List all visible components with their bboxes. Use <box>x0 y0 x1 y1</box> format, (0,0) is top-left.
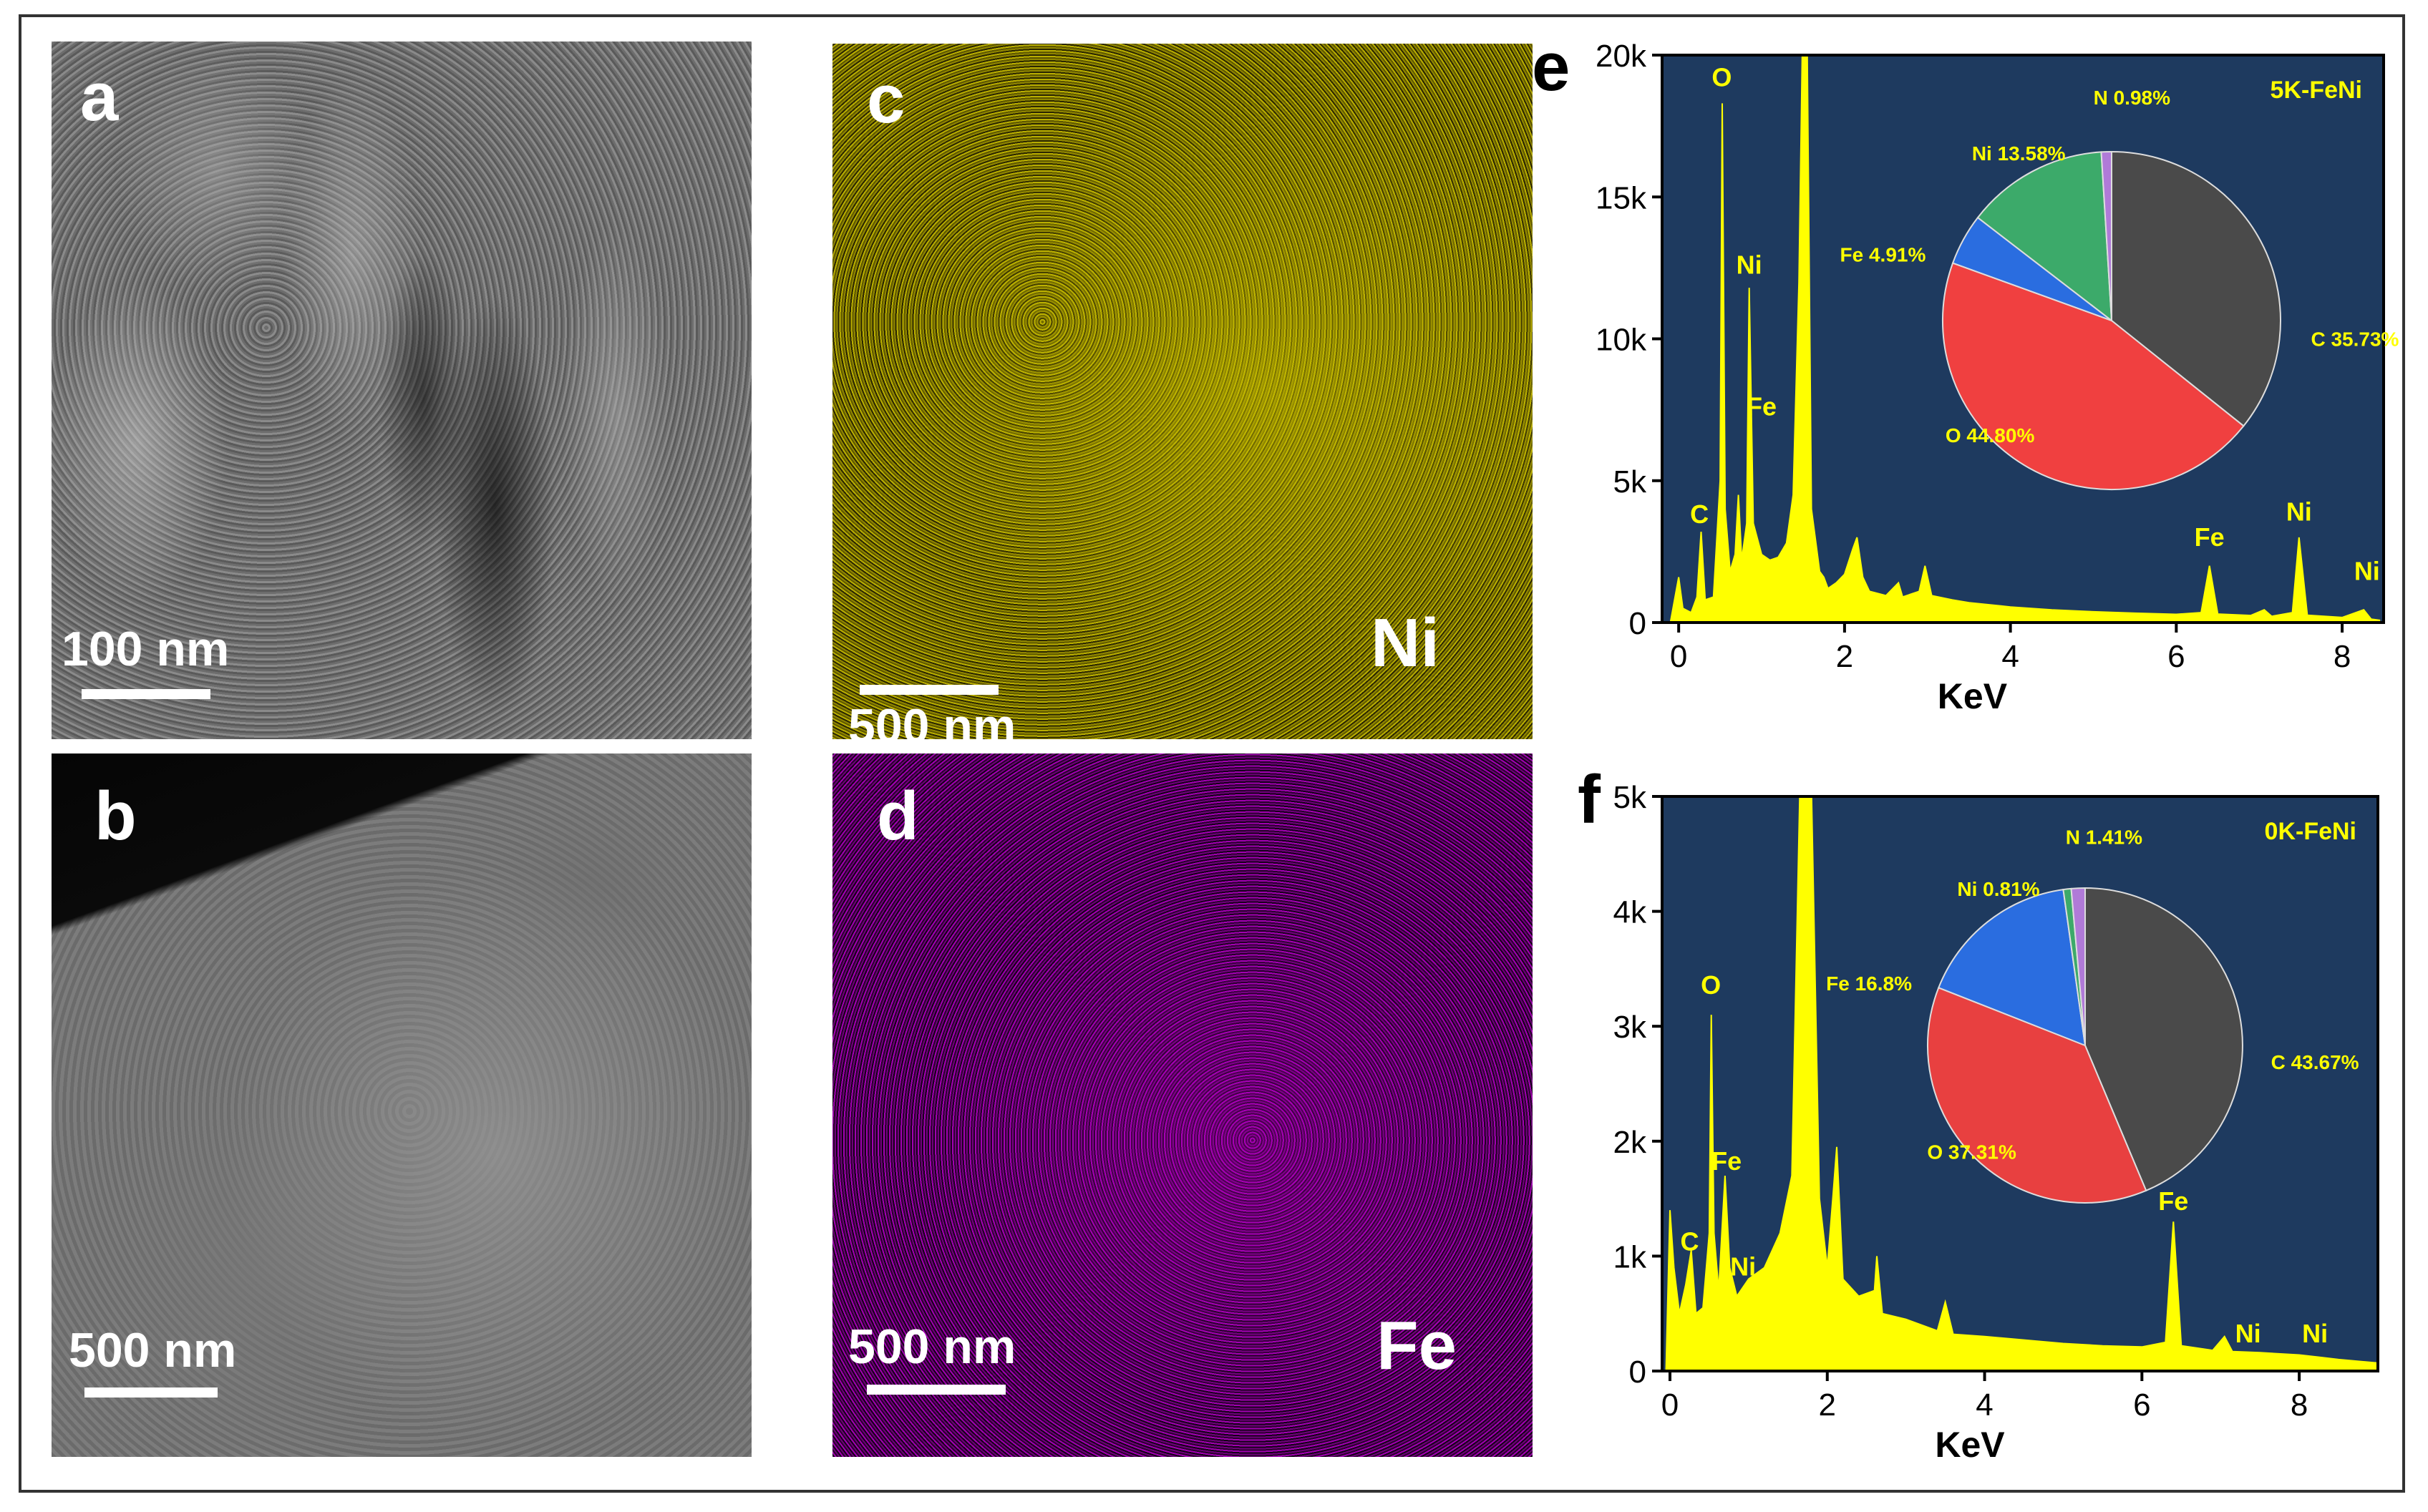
y-tick-label: 2k <box>1613 1125 1647 1160</box>
x-tick-label: 2 <box>1819 1387 1836 1423</box>
spectrum-area <box>1665 796 2379 1372</box>
sem-image-b: b 500 nm <box>52 753 752 1457</box>
peak-label: O <box>1701 970 1721 1000</box>
scale-bar-c <box>860 685 999 695</box>
peak-label: Fe <box>2158 1186 2188 1216</box>
element-label-ni: Ni <box>1371 605 1439 681</box>
y-tick-label: 10k <box>1596 323 1647 358</box>
pie-label: Fe 4.91% <box>1840 243 1926 265</box>
element-label-fe: Fe <box>1376 1307 1457 1384</box>
pie-label: N 0.98% <box>2094 87 2170 109</box>
pie-label: N 1.41% <box>2066 826 2142 848</box>
pie-label: C 35.73% <box>2311 328 2399 350</box>
y-tick-label: 20k <box>1596 39 1647 74</box>
x-tick-label: 0 <box>1661 1387 1679 1423</box>
pie-slice <box>1926 987 2147 1204</box>
chart-panel-e: 0 2 4 6 8 0 5k 10k 15k 20k KeV 5K-FeNi O Ni Fe C Fe Ni Ni C… <box>1596 39 2399 716</box>
x-tick-label: 2 <box>1836 639 1853 674</box>
y-tick-label: 4k <box>1613 895 1647 930</box>
pie-slice <box>2100 150 2112 321</box>
pie-slice <box>1976 151 2113 323</box>
panel-label-d: d <box>877 778 919 854</box>
panel-label-b: b <box>94 778 137 854</box>
x-tick-label: 6 <box>2167 639 2185 674</box>
x-tick-label: 0 <box>1670 639 1687 674</box>
scale-bar-label-c: 500 nm <box>848 699 1016 739</box>
scale-bar-label-a: 100 nm <box>62 622 230 676</box>
y-tick-label: 0 <box>1629 606 1646 641</box>
y-tick-label: 1k <box>1613 1239 1647 1274</box>
figure-frame <box>19 14 2405 1493</box>
pie-label: C 43.67% <box>2271 1051 2359 1073</box>
pie-slice <box>1942 262 2245 491</box>
scale-bar-b <box>84 1387 218 1398</box>
x-tick-label: 4 <box>2001 639 2019 674</box>
scale-bar-a <box>82 689 210 699</box>
chart-title: 0K-FeNi <box>2265 818 2356 845</box>
pie-label: Ni 0.81% <box>1957 878 2039 900</box>
eds-map-ni: c Ni 500 nm <box>832 44 1533 739</box>
x-tick-label: 4 <box>1976 1387 1993 1423</box>
eds-map-fe: d Fe 500 nm <box>832 753 1533 1457</box>
peak-label: Ni <box>2354 557 2380 586</box>
peak-label: Fe <box>2195 522 2225 552</box>
x-axis-label: KeV <box>1938 676 2008 716</box>
scale-bar-label-d: 500 nm <box>848 1320 1016 1374</box>
pie-label: Fe 16.8% <box>1826 972 1912 995</box>
peak-label: Ni <box>2286 497 2312 526</box>
y-tick-label: 5k <box>1613 464 1647 499</box>
peak-label: Fe <box>1747 392 1777 421</box>
pie-label: O 37.31% <box>1927 1141 2016 1163</box>
chart-panel-f: 0 2 4 6 8 0 1k 2k 3k 4k 5k KeV 0K-FeNi O Fe C Ni Fe Ni Ni C … <box>1613 780 2379 1465</box>
y-tick-label: 15k <box>1596 180 1647 215</box>
spectrum-area <box>1669 54 2381 623</box>
pie-slice <box>2084 887 2243 1192</box>
pie-slice <box>2111 150 2281 427</box>
pie-slice <box>2070 887 2086 1046</box>
x-tick-label: 8 <box>2334 639 2351 674</box>
sem-image-a: a 100 nm <box>52 42 752 739</box>
panel-label-e: e <box>1532 29 1570 105</box>
panel-label-f: f <box>1578 761 1601 838</box>
pie-label: O 44.80% <box>1946 424 2035 447</box>
scale-bar-label-b: 500 nm <box>69 1323 237 1377</box>
panel-label-c: c <box>867 61 905 137</box>
y-tick-label: 3k <box>1613 1010 1647 1045</box>
peak-label: Fe <box>1711 1146 1742 1176</box>
scale-bar-d <box>867 1385 1006 1395</box>
pie-slice <box>1938 888 2087 1047</box>
peak-label: Ni <box>1737 250 1762 279</box>
y-tick-label: 0 <box>1629 1355 1646 1390</box>
peak-label: O <box>1711 63 1732 92</box>
panel-label-a: a <box>80 59 119 135</box>
peak-label: Ni <box>1730 1252 1756 1282</box>
pie-label: Ni 13.58% <box>1972 142 2066 165</box>
x-tick-label: 6 <box>2133 1387 2150 1423</box>
x-axis-label: KeV <box>1935 1425 2005 1465</box>
peak-label: C <box>1680 1226 1699 1256</box>
x-tick-label: 8 <box>2291 1387 2308 1423</box>
peak-label: Ni <box>2302 1319 2328 1348</box>
peak-label: C <box>1690 499 1709 529</box>
peak-label: Ni <box>2235 1319 2261 1348</box>
chart-title: 5K-FeNi <box>2271 77 2362 104</box>
y-tick-label: 5k <box>1613 780 1647 815</box>
plot-frame <box>1661 795 2379 1372</box>
